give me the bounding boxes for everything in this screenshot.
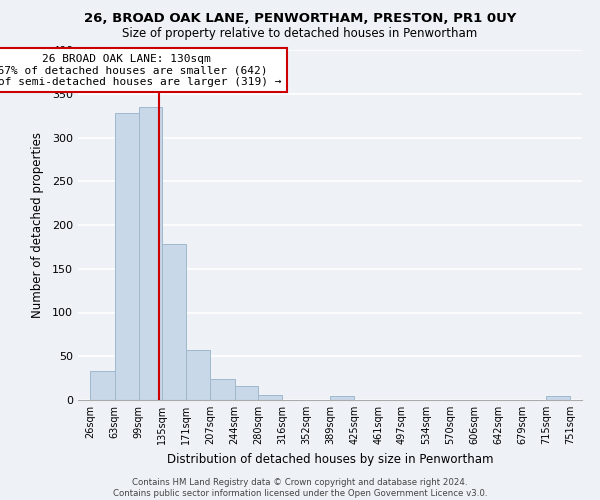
Bar bbox=[259, 395, 282, 400]
Bar bbox=[331, 396, 355, 400]
Bar bbox=[139, 107, 163, 400]
Text: 26 BROAD OAK LANE: 130sqm
← 67% of detached houses are smaller (642)
33% of semi: 26 BROAD OAK LANE: 130sqm ← 67% of detac… bbox=[0, 54, 281, 86]
Text: 26, BROAD OAK LANE, PENWORTHAM, PRESTON, PR1 0UY: 26, BROAD OAK LANE, PENWORTHAM, PRESTON,… bbox=[84, 12, 516, 26]
Bar bbox=[210, 379, 235, 400]
Bar bbox=[546, 396, 570, 400]
X-axis label: Distribution of detached houses by size in Penwortham: Distribution of detached houses by size … bbox=[167, 452, 493, 466]
Bar bbox=[186, 350, 210, 400]
Bar bbox=[235, 386, 259, 400]
Text: Size of property relative to detached houses in Penwortham: Size of property relative to detached ho… bbox=[122, 28, 478, 40]
Text: Contains HM Land Registry data © Crown copyright and database right 2024.
Contai: Contains HM Land Registry data © Crown c… bbox=[113, 478, 487, 498]
Bar bbox=[163, 244, 186, 400]
Bar bbox=[90, 371, 115, 400]
Y-axis label: Number of detached properties: Number of detached properties bbox=[31, 132, 44, 318]
Bar bbox=[115, 113, 139, 400]
